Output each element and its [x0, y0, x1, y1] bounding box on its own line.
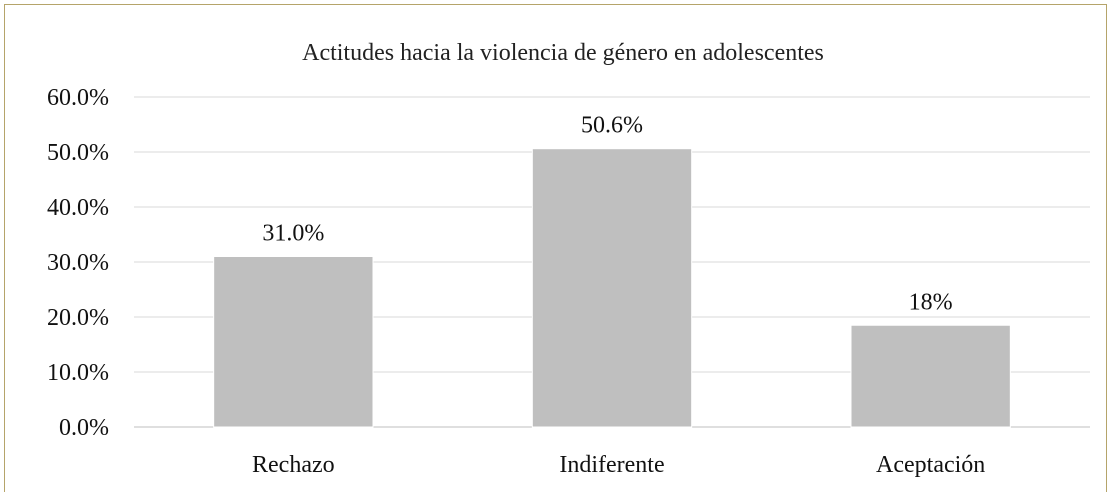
y-tick-label: 20.0% [47, 305, 109, 331]
category-label: Rechazo [252, 452, 335, 478]
data-label: 50.6% [581, 113, 643, 139]
data-label: 31.0% [262, 221, 324, 247]
y-tick-label: 0.0% [59, 415, 109, 441]
bar-indiferente [531, 148, 693, 428]
y-tick-label: 30.0% [47, 250, 109, 276]
x-axis-categories: Rechazo Indiferente Aceptación [252, 452, 985, 478]
y-axis-ticks: 0.0% 10.0% 20.0% 30.0% 40.0% 50.0% 60.0% [47, 85, 109, 441]
bars [213, 148, 1011, 428]
chart-frame: Actitudes hacia la violencia de género e… [4, 4, 1107, 492]
y-tick-label: 10.0% [47, 360, 109, 386]
bar-chart: Actitudes hacia la violencia de género e… [47, 40, 1090, 478]
category-label: Aceptación [876, 452, 985, 478]
y-tick-label: 50.0% [47, 140, 109, 166]
category-label: Indiferente [559, 452, 664, 478]
data-label: 18% [909, 289, 953, 315]
bar-rechazo [213, 256, 374, 428]
chart-title: Actitudes hacia la violencia de género e… [302, 40, 824, 66]
y-tick-label: 40.0% [47, 195, 109, 221]
data-labels: 31.0% 50.6% 18% [262, 113, 952, 316]
y-tick-label: 60.0% [47, 85, 109, 111]
bar-aceptación [850, 324, 1011, 428]
